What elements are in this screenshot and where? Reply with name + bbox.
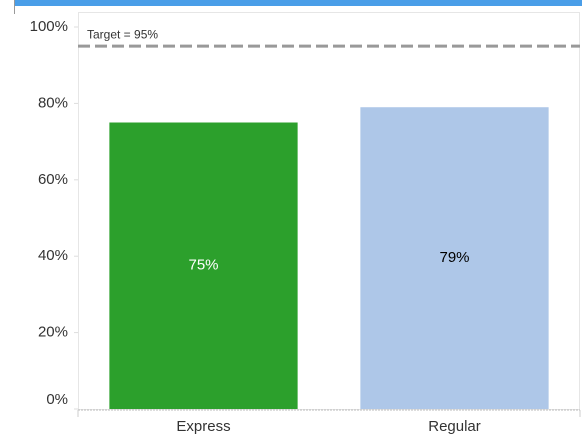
y-tick-label: 60% <box>38 171 68 188</box>
value-label: 79% <box>439 249 469 266</box>
bar <box>109 122 298 409</box>
x-tick-label: Express <box>176 418 230 435</box>
y-tick-label: 40% <box>38 247 68 264</box>
header-bar <box>14 0 582 6</box>
y-tick-label: 100% <box>30 18 68 35</box>
y-tick-label: 20% <box>38 324 68 341</box>
target-label: Target = 95% <box>87 27 158 41</box>
value-label: 75% <box>188 257 218 274</box>
x-tick-label: Regular <box>428 418 481 435</box>
bar <box>360 107 549 409</box>
y-tick-label: 0% <box>46 391 68 408</box>
y-tick-label: 80% <box>38 94 68 111</box>
